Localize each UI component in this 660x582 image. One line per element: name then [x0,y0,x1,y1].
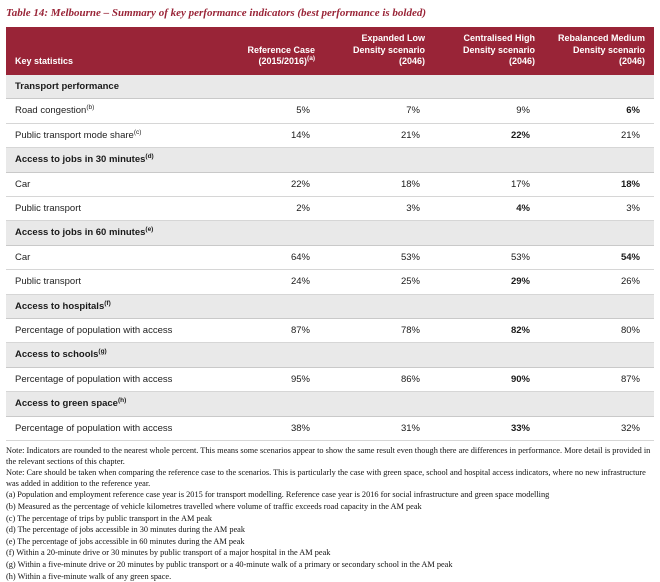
footnote-line: Note: Indicators are rounded to the near… [6,445,651,466]
section-title: Access to green space(h) [6,391,654,417]
value-cell: 24% [214,269,324,295]
value-cell: 87% [214,318,324,344]
column-header-scenario-3: Centralised High Density scenario (2046) [434,27,544,76]
section-row: Access to hospitals(f) [6,294,654,319]
value-cell: 3% [544,196,654,222]
footnote-line: (b) Measured as the percentage of vehicl… [6,501,422,511]
value-cell-best: 90% [434,367,544,393]
footnote-marker: (b) [86,104,95,112]
value-cell: 87% [544,367,654,393]
value-cell-best: 6% [544,98,654,124]
section-row: Transport performance [6,75,654,100]
row-label: Car [6,245,214,271]
column-header-scenario-4: Rebalanced Medium Density scenario (2046… [544,27,654,76]
footnote-line: (e) The percentage of jobs accessible in… [6,536,245,546]
row-label: Road congestion(b) [6,98,214,124]
value-cell: 86% [324,367,434,393]
value-cell-best: 54% [544,245,654,271]
table-body: Transport performance Road congestion(b) 5… [6,75,654,441]
section-title: Access to jobs in 30 minutes(d) [6,147,654,173]
row-label: Percentage of population with access [6,318,214,344]
table-row: Public transport 2% 3% 4% 3% [6,196,654,222]
value-cell: 25% [324,269,434,295]
value-cell: 7% [324,98,434,124]
value-cell: 78% [324,318,434,344]
value-cell: 22% [214,172,324,198]
column-header-key-statistics: Key statistics [6,27,214,76]
footnote-line: (c) The percentage of trips by public tr… [6,513,213,523]
value-cell-best: 4% [434,196,544,222]
value-cell: 18% [324,172,434,198]
row-label: Car [6,172,214,198]
table-row: Percentage of population with access 95% 8… [6,367,654,393]
section-title: Access to schools(g) [6,342,654,368]
value-cell: 5% [214,98,324,124]
section-row: Access to green space(h) [6,391,654,417]
table-row: Percentage of population with access 87% 7… [6,318,654,344]
footnote-marker: (a) [307,55,315,63]
section-row: Access to jobs in 30 minutes(d) [6,147,654,173]
row-label: Public transport mode share(c) [6,123,214,149]
value-cell: 2% [214,196,324,222]
value-cell: 31% [324,416,434,441]
value-cell: 21% [544,123,654,149]
table-row: Public transport mode share(c) 14% 21% 22% 2… [6,123,654,149]
footnote-marker: (e) [145,226,154,234]
footnote-marker: (c) [133,128,142,136]
footnote-marker: (g) [98,348,107,356]
footnote-line: (a) Population and employment reference … [6,490,550,500]
footnote-line: (d) The percentage of jobs accessible in… [6,525,246,535]
table-row: Road congestion(b) 5% 7% 9% 6% [6,98,654,124]
value-cell: 64% [214,245,324,271]
kpi-summary-table: Key statistics Reference Case (2015/2016)… [6,27,654,441]
section-row: Access to schools(g) [6,342,654,368]
row-label: Public transport [6,196,214,222]
value-cell: 38% [214,416,324,441]
value-cell-best: 22% [434,123,544,149]
footnote-line: (f) Within a 20-minute drive or 30 minut… [6,548,331,558]
header-row: Key statistics Reference Case (2015/2016)… [6,27,654,76]
value-cell: 95% [214,367,324,393]
value-cell: 3% [324,196,434,222]
value-cell: 14% [214,123,324,149]
value-cell: 32% [544,416,654,441]
value-cell: 17% [434,172,544,198]
footnotes: Note: Indicators are rounded to the near… [6,446,654,582]
table-header: Key statistics Reference Case (2015/2016)… [6,27,654,76]
section-title: Access to hospitals(f) [6,294,654,319]
column-header-scenario-2: Expanded Low Density scenario (2046) [324,27,434,76]
table-row: Public transport 24% 25% 29% 26% [6,269,654,295]
table-row: Car 22% 18% 17% 18% [6,172,654,198]
table-row: Percentage of population with access 38% 3… [6,416,654,441]
row-label: Percentage of population with access [6,367,214,393]
value-cell-best: 29% [434,269,544,295]
section-title: Transport performance [6,75,654,100]
value-cell: 53% [324,245,434,271]
value-cell: 9% [434,98,544,124]
section-row: Access to jobs in 60 minutes(e) [6,220,654,246]
value-cell: 53% [434,245,544,271]
table-row: Car 64% 53% 53% 54% [6,245,654,271]
footnote-line: Note: Care should be taken when comparin… [6,468,646,488]
section-title: Access to jobs in 60 minutes(e) [6,220,654,246]
value-cell: 26% [544,269,654,295]
row-label: Public transport [6,269,214,295]
row-label: Percentage of population with access [6,416,214,441]
footnote-line: (h) Within a five-minute walk of any gre… [6,571,172,581]
footnote-marker: (f) [104,299,111,307]
value-cell-best: 82% [434,318,544,344]
footnote-marker: (d) [145,153,154,161]
value-cell: 21% [324,123,434,149]
value-cell-best: 33% [434,416,544,441]
column-header-scenario-1: Reference Case (2015/2016)(a) [214,27,324,76]
value-cell: 80% [544,318,654,344]
table-caption: Table 14: Melbourne – Summary of key per… [6,7,427,19]
footnote-line: (g) Within a five-minute drive or 20 min… [6,560,453,570]
footnote-marker: (h) [117,396,127,404]
value-cell-best: 18% [544,172,654,198]
